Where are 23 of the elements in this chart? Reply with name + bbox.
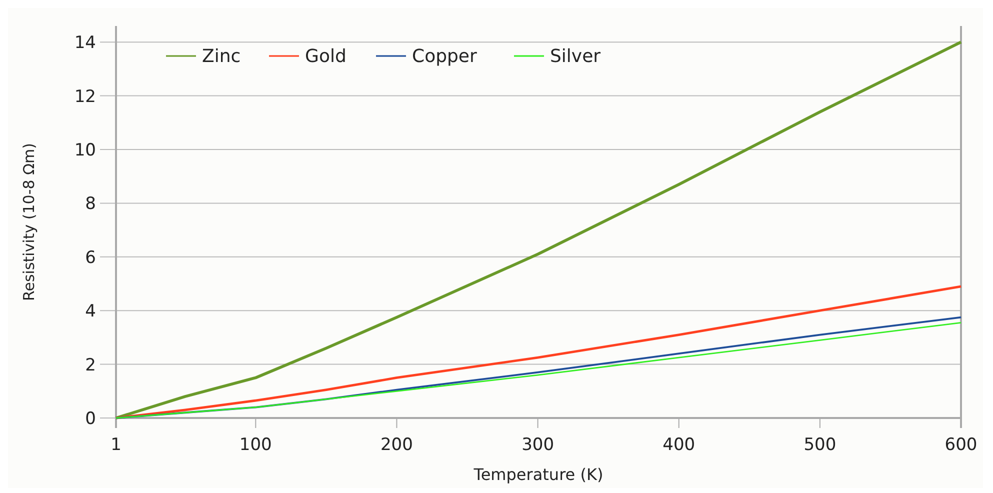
y-tick-label: 14 xyxy=(74,33,96,54)
legend-label: Copper xyxy=(412,46,478,67)
x-tick-label: 600 xyxy=(944,435,978,455)
y-tick-label: 10 xyxy=(74,140,96,161)
legend-label: Zinc xyxy=(202,46,241,67)
legend-label: Silver xyxy=(550,46,602,67)
y-tick-label: 4 xyxy=(85,302,96,322)
x-tick-label: 400 xyxy=(662,435,696,455)
y-tick-label: 0 xyxy=(85,409,96,429)
line-series xyxy=(114,285,962,420)
line-series xyxy=(114,40,962,420)
legend-label: Gold xyxy=(305,46,346,67)
x-tick-label: 500 xyxy=(804,435,836,455)
y-axis-title: Resistivity (10-8 Ωm) xyxy=(20,143,38,301)
x-tick-label: 300 xyxy=(522,435,554,455)
x-tick-label: 200 xyxy=(380,435,413,455)
y-tick-label: 2 xyxy=(85,355,96,376)
y-tick-label: 12 xyxy=(74,86,96,107)
x-tick-label: 1 xyxy=(110,435,122,455)
x-axis-title: Temperature (K) xyxy=(472,465,604,484)
y-tick-label: 6 xyxy=(85,248,96,268)
x-tick-label: 100 xyxy=(239,435,272,455)
y-tick-label: 8 xyxy=(85,194,96,214)
